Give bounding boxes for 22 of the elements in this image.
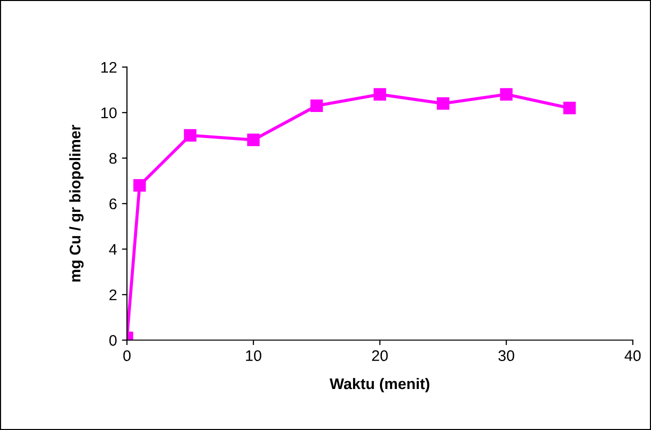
y-tick-label: 8 xyxy=(109,152,117,164)
point xyxy=(374,88,386,101)
x-tick-label: 20 xyxy=(372,350,388,362)
y-tick-label: 10 xyxy=(101,107,117,118)
y-tick-label: 4 xyxy=(109,244,117,255)
x-axis-title: Waktu (menit) xyxy=(330,378,430,392)
point xyxy=(500,88,513,101)
y-tick-label: 6 xyxy=(110,198,117,210)
point xyxy=(133,179,146,192)
point xyxy=(563,102,576,114)
point xyxy=(436,97,450,110)
x-tick-label: 30 xyxy=(498,350,514,362)
point xyxy=(247,134,260,146)
x-tick-label: 40 xyxy=(624,350,641,362)
y-tick-label: 12 xyxy=(101,62,116,73)
x-tick-label: 0 xyxy=(123,350,131,362)
y-tick-label: 0 xyxy=(109,335,117,346)
y-axis-title: mg Cu / gr biopolimer xyxy=(69,124,84,282)
y-tick-label: 2 xyxy=(109,289,116,300)
point xyxy=(310,100,323,112)
point xyxy=(184,129,196,142)
x-tick-label: 10 xyxy=(246,350,262,362)
